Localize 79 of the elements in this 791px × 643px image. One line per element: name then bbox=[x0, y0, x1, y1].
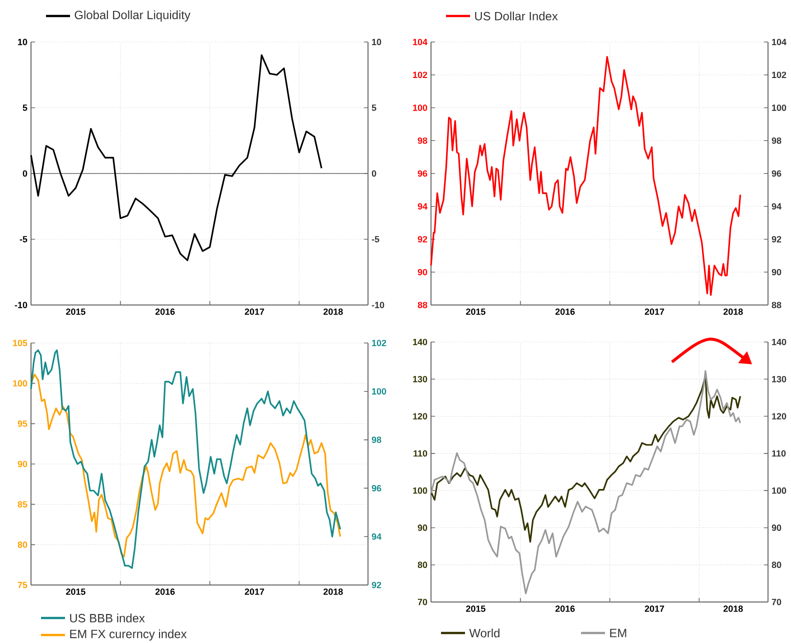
y2-tick-label: 10 bbox=[372, 38, 382, 46]
y-tick-label: 105 bbox=[13, 340, 28, 346]
y-tick-label: 98 bbox=[418, 137, 428, 144]
y-tick-label: 102 bbox=[413, 72, 428, 78]
y2-tick-label: 104 bbox=[772, 38, 786, 46]
y-tick-label: 96 bbox=[418, 170, 428, 177]
x-tick-label: 2017 bbox=[244, 308, 264, 315]
y2-tick-label: 5 bbox=[372, 104, 376, 111]
y-tick-label: 88 bbox=[418, 302, 428, 308]
y2-tick-label: 92 bbox=[372, 582, 382, 588]
x-tick-label: 2018 bbox=[323, 588, 343, 595]
y2-tick-label: 102 bbox=[772, 72, 786, 78]
legend-label: EM FX curerncy index bbox=[70, 629, 187, 641]
y2-tick-label: 100 bbox=[372, 388, 386, 395]
x-tick-label: 2017 bbox=[644, 606, 664, 612]
y2-tick-label: 98 bbox=[772, 137, 782, 144]
y-tick-label: 100 bbox=[413, 104, 428, 111]
legend-label: World bbox=[469, 628, 500, 638]
y2-tick-label: 0 bbox=[372, 170, 376, 177]
x-tick-label: 2015 bbox=[66, 308, 86, 315]
y2-tick-label: -5 bbox=[372, 236, 380, 242]
x-tick-label: 2015 bbox=[66, 588, 86, 595]
y-tick-label: 110 bbox=[414, 450, 428, 457]
x-tick-label: 2017 bbox=[644, 308, 664, 315]
y-tick-label: 85 bbox=[18, 501, 28, 508]
legend-label: US Dollar Index bbox=[475, 12, 558, 20]
x-tick-label: 2016 bbox=[555, 308, 575, 315]
legend-label: EM bbox=[610, 628, 626, 638]
y2-tick-label: 96 bbox=[372, 485, 382, 492]
y-tick-label: 130 bbox=[413, 376, 428, 382]
y-tick-label: 70 bbox=[418, 598, 428, 606]
y2-tick-label: 120 bbox=[772, 413, 786, 420]
x-tick-label: 2018 bbox=[723, 606, 743, 612]
y2-tick-label: 110 bbox=[772, 450, 786, 457]
y-tick-label: 104 bbox=[413, 38, 428, 46]
y-tick-label: 90 bbox=[418, 524, 428, 531]
legend-label: Global Dollar Liquidity bbox=[74, 10, 190, 22]
y2-tick-label: 96 bbox=[772, 170, 782, 177]
y-tick-label: -5 bbox=[20, 236, 28, 242]
y2-tick-label: 140 bbox=[772, 338, 786, 346]
y-tick-label: 90 bbox=[418, 268, 428, 276]
y-tick-label: 100 bbox=[13, 380, 28, 387]
x-tick-label: 2016 bbox=[555, 606, 575, 612]
y2-tick-label: -10 bbox=[372, 302, 384, 308]
y-tick-label: 95 bbox=[18, 420, 28, 427]
y2-tick-label: 94 bbox=[372, 533, 382, 540]
x-tick-label: 2018 bbox=[323, 308, 343, 315]
y-tick-label: -10 bbox=[14, 302, 28, 308]
x-tick-label: 2017 bbox=[244, 588, 264, 595]
y-tick-label: 94 bbox=[418, 203, 428, 210]
y2-tick-label: 100 bbox=[772, 104, 786, 111]
x-tick-label: 2016 bbox=[155, 588, 175, 595]
x-tick-label: 2015 bbox=[466, 308, 486, 315]
y2-tick-label: 102 bbox=[372, 340, 386, 346]
y-tick-label: 140 bbox=[413, 338, 428, 346]
y2-tick-label: 90 bbox=[772, 524, 782, 531]
y-tick-label: 92 bbox=[418, 236, 428, 242]
y-tick-label: 120 bbox=[413, 413, 428, 420]
y2-tick-label: 70 bbox=[772, 598, 782, 606]
y2-tick-label: 88 bbox=[772, 302, 782, 308]
y-tick-label: 10 bbox=[18, 38, 28, 46]
y2-tick-label: 90 bbox=[772, 268, 782, 276]
x-tick-label: 2015 bbox=[466, 606, 486, 612]
x-tick-label: 2018 bbox=[723, 308, 743, 315]
y-tick-label: 0 bbox=[22, 170, 28, 177]
y2-tick-label: 94 bbox=[772, 203, 782, 210]
y-tick-label: 80 bbox=[18, 541, 28, 548]
legend-label: US BBB index bbox=[70, 614, 145, 622]
y2-tick-label: 100 bbox=[772, 487, 786, 494]
y2-tick-label: 98 bbox=[372, 436, 382, 443]
y-tick-label: 80 bbox=[418, 562, 428, 568]
y2-tick-label: 130 bbox=[772, 376, 786, 382]
y2-tick-label: 92 bbox=[772, 236, 782, 242]
y-tick-label: 100 bbox=[413, 487, 428, 494]
y-tick-label: 75 bbox=[18, 582, 28, 588]
y2-tick-label: 80 bbox=[772, 562, 782, 568]
y-tick-label: 5 bbox=[22, 104, 28, 111]
x-tick-label: 2016 bbox=[155, 308, 175, 315]
y-tick-label: 90 bbox=[18, 460, 28, 468]
